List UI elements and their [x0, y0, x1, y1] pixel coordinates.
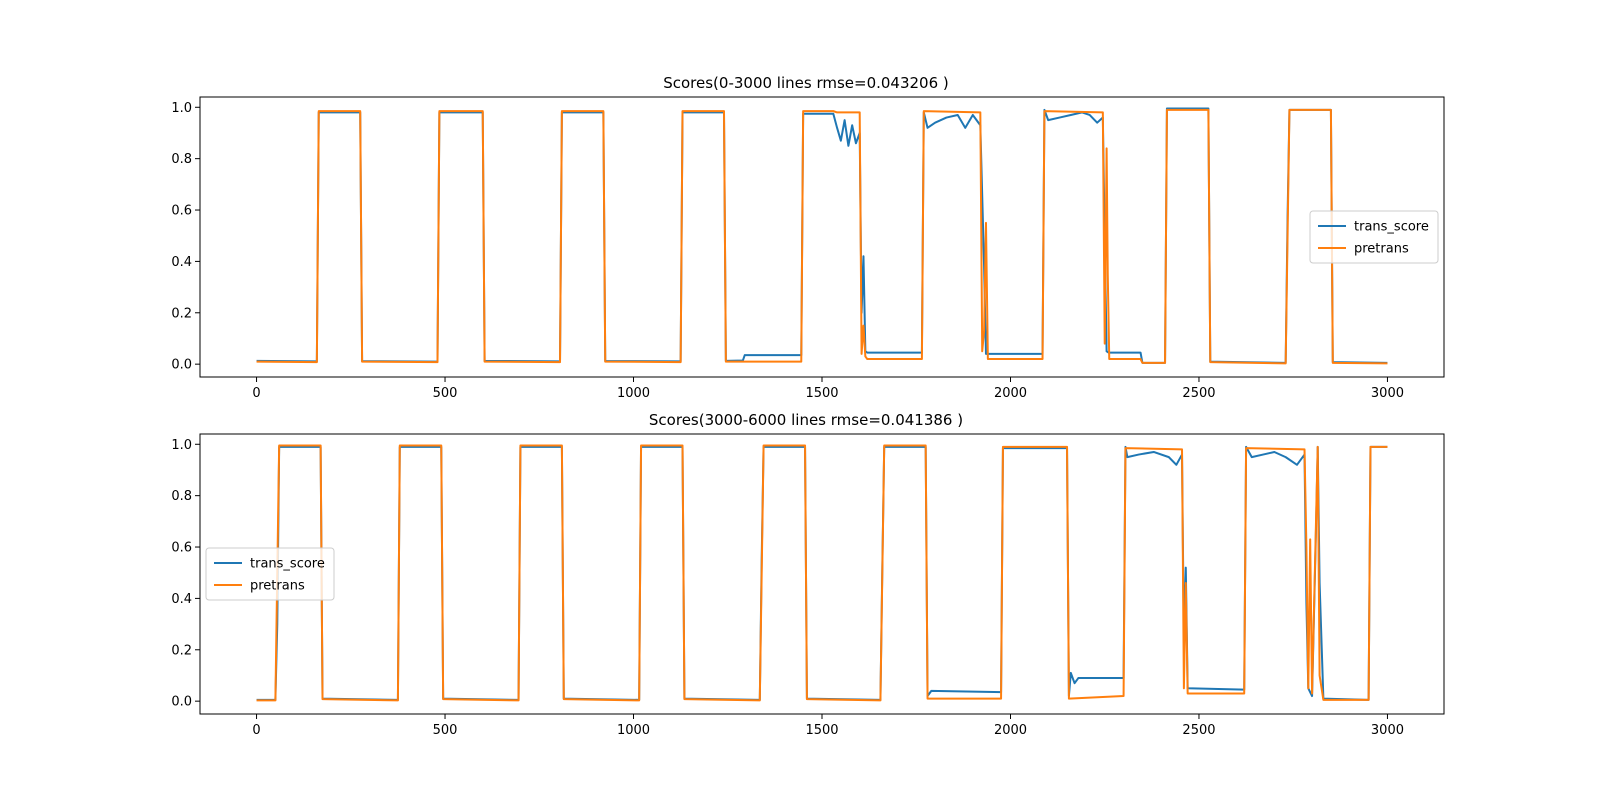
- x-tick-label: 2000: [994, 386, 1027, 401]
- subplot-title: Scores(0-3000 lines rmse=0.043206 ): [663, 74, 949, 92]
- plot-area: [256, 107, 1388, 365]
- legend-label: trans_score: [1354, 220, 1429, 235]
- x-tick-label: 1500: [805, 723, 838, 738]
- x-tick-label: 0: [252, 723, 260, 738]
- axis-ticks: 0 500 1000 1500 2000 2500 3000 0.0 0.2 0.4 0.6 0.8 1…: [171, 438, 1404, 738]
- y-tick-label: 1.0: [171, 101, 192, 116]
- axis-ticks: 0 500 1000 1500 2000 2500 3000 0.0 0.2 0.4 0.6 0.8 1…: [171, 101, 1404, 401]
- y-tick-label: 1.0: [171, 438, 192, 453]
- subplot-title: Scores(3000-6000 lines rmse=0.041386 ): [649, 411, 963, 429]
- y-tick-label: 0.0: [171, 695, 192, 710]
- x-tick-label: 2000: [994, 723, 1027, 738]
- x-tick-label: 0: [252, 386, 260, 401]
- subplot-top: Scores(0-3000 lines rmse=0.043206 ) 0 500…: [171, 74, 1445, 401]
- x-tick-label: 2500: [1182, 723, 1215, 738]
- axes-frame: [199, 433, 1445, 715]
- x-tick-label: 3000: [1371, 723, 1404, 738]
- plot-area: [256, 444, 1388, 702]
- y-tick-label: 0.8: [171, 489, 192, 504]
- x-tick-label: 500: [433, 723, 458, 738]
- series-line-pretrans: [256, 108, 1388, 365]
- y-tick-label: 0.0: [171, 358, 192, 373]
- y-tick-label: 0.2: [171, 643, 192, 658]
- x-tick-label: 500: [433, 386, 458, 401]
- legend-box: [205, 547, 335, 601]
- legend-box: [1309, 210, 1439, 264]
- subplot-bottom: Scores(3000-6000 lines rmse=0.041386 ) 0…: [171, 411, 1445, 738]
- x-tick-label: 1500: [805, 386, 838, 401]
- y-tick-label: 0.4: [171, 255, 192, 270]
- legend-label: pretrans: [1354, 242, 1409, 257]
- x-tick-label: 2500: [1182, 386, 1215, 401]
- axes-frame: [199, 96, 1445, 378]
- x-tick-label: 1000: [617, 386, 650, 401]
- x-tick-label: 1000: [617, 723, 650, 738]
- legend-label: pretrans: [250, 579, 305, 594]
- legend: trans_score pretrans: [1309, 210, 1439, 264]
- y-tick-label: 0.6: [171, 204, 192, 219]
- y-tick-label: 0.6: [171, 541, 192, 556]
- y-tick-label: 0.4: [171, 592, 192, 607]
- y-tick-label: 0.2: [171, 306, 192, 321]
- series-line-pretrans: [256, 444, 1388, 702]
- legend-label: trans_score: [250, 557, 325, 572]
- y-tick-label: 0.8: [171, 152, 192, 167]
- x-tick-label: 3000: [1371, 386, 1404, 401]
- legend: trans_score pretrans: [205, 547, 335, 601]
